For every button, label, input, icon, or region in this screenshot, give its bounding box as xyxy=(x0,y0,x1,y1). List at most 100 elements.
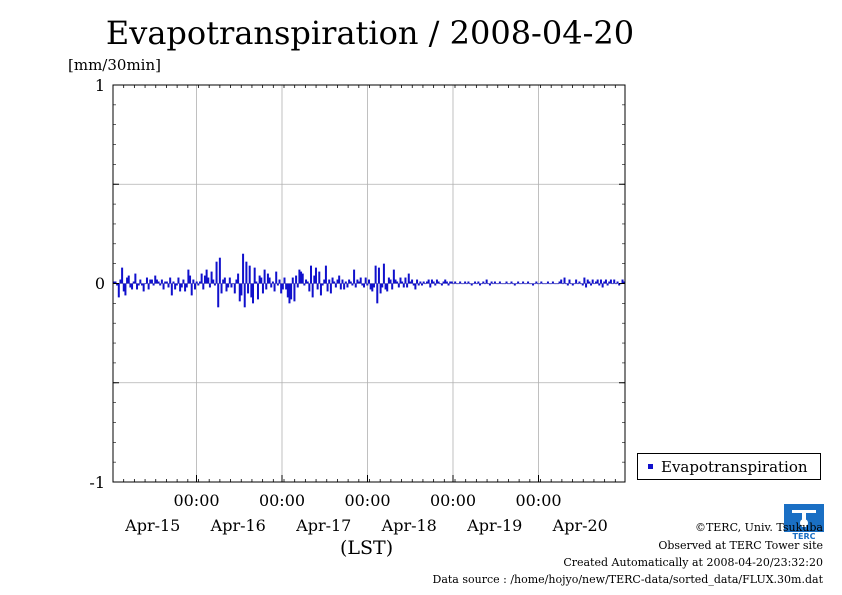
bar xyxy=(203,275,206,284)
bar xyxy=(374,265,377,284)
logo-drop-icon xyxy=(800,519,808,527)
x-tick-date-label: Apr-16 xyxy=(210,516,266,535)
bar xyxy=(169,277,172,284)
bar xyxy=(271,281,274,284)
bar xyxy=(157,281,160,284)
bar xyxy=(127,275,130,284)
bar xyxy=(202,283,205,290)
bar xyxy=(121,267,124,284)
bar xyxy=(260,277,263,284)
bar xyxy=(508,283,511,285)
bar xyxy=(210,271,213,284)
bar xyxy=(533,283,536,285)
bar xyxy=(136,283,139,290)
bar xyxy=(580,283,583,285)
bar xyxy=(416,279,419,284)
bar xyxy=(351,283,354,286)
legend-label: Evapotranspiration xyxy=(661,457,808,476)
bar xyxy=(217,283,220,308)
bar xyxy=(155,279,158,284)
bar xyxy=(560,279,563,284)
bar xyxy=(132,281,135,284)
bar xyxy=(585,283,588,288)
bar xyxy=(604,279,607,284)
bar xyxy=(483,283,486,285)
bar xyxy=(419,281,422,284)
x-tick-time-label: 00:00 xyxy=(430,491,476,510)
bar xyxy=(454,281,457,284)
bar xyxy=(609,279,612,284)
bar xyxy=(245,261,248,284)
bar xyxy=(184,283,187,292)
bar xyxy=(187,269,190,284)
bar xyxy=(414,283,417,290)
bar xyxy=(116,283,119,286)
y-tick-label-top: 1 xyxy=(95,76,105,95)
bar xyxy=(286,283,289,298)
bar xyxy=(411,279,414,284)
bar xyxy=(599,279,602,284)
bar xyxy=(427,279,430,284)
bar xyxy=(596,279,599,284)
bar xyxy=(278,279,281,284)
bar xyxy=(462,283,465,285)
bar xyxy=(334,283,337,288)
bar xyxy=(165,281,168,284)
bar xyxy=(283,277,286,284)
bar xyxy=(382,263,385,284)
bar xyxy=(513,283,516,286)
bar xyxy=(611,283,614,285)
bar xyxy=(126,277,129,284)
bar xyxy=(275,271,278,284)
bar xyxy=(306,281,309,284)
bar xyxy=(139,279,142,284)
bar xyxy=(457,283,460,285)
bar xyxy=(192,279,195,284)
bar xyxy=(172,281,175,284)
bar xyxy=(129,283,132,288)
y-tick-label-bottom: -1 xyxy=(89,473,105,492)
bar xyxy=(442,281,445,284)
bar xyxy=(498,281,501,284)
bar xyxy=(314,267,317,284)
bar xyxy=(517,281,520,284)
bar xyxy=(364,277,367,284)
bar xyxy=(412,283,415,286)
bar xyxy=(293,283,296,302)
credit-site: Observed at TERC Tower site xyxy=(658,539,823,552)
bar xyxy=(233,283,236,294)
bar xyxy=(445,281,448,284)
bar xyxy=(424,283,427,285)
bar xyxy=(392,269,395,284)
bar xyxy=(167,283,170,288)
bar xyxy=(381,283,384,288)
bar xyxy=(174,283,177,290)
bar xyxy=(369,283,372,290)
bar xyxy=(440,283,443,286)
bar xyxy=(205,269,208,284)
chart-title: Evapotranspiration / 2008-04-20 xyxy=(105,14,635,52)
bar xyxy=(480,283,483,285)
x-tick-time-label: 00:00 xyxy=(344,491,390,510)
bar xyxy=(515,283,518,285)
bar xyxy=(593,283,596,285)
bar xyxy=(160,279,163,284)
bar xyxy=(493,281,496,284)
bar xyxy=(485,279,488,284)
credit-source: Data source : /home/hojyo/new/TERC-data/… xyxy=(432,573,824,586)
bar xyxy=(288,283,291,304)
bar xyxy=(154,275,157,284)
bar xyxy=(430,279,433,284)
bar xyxy=(339,283,342,290)
bar xyxy=(261,283,264,294)
bar xyxy=(298,269,301,284)
bar xyxy=(535,281,538,284)
logo-text: TERC xyxy=(793,532,816,540)
bar xyxy=(464,281,467,284)
bar xyxy=(117,283,120,298)
bar xyxy=(301,273,304,284)
bar xyxy=(344,281,347,284)
bar xyxy=(588,281,591,284)
credit-organization: ©TERC, Univ. Tsukuba xyxy=(694,521,823,534)
bar xyxy=(232,283,235,285)
